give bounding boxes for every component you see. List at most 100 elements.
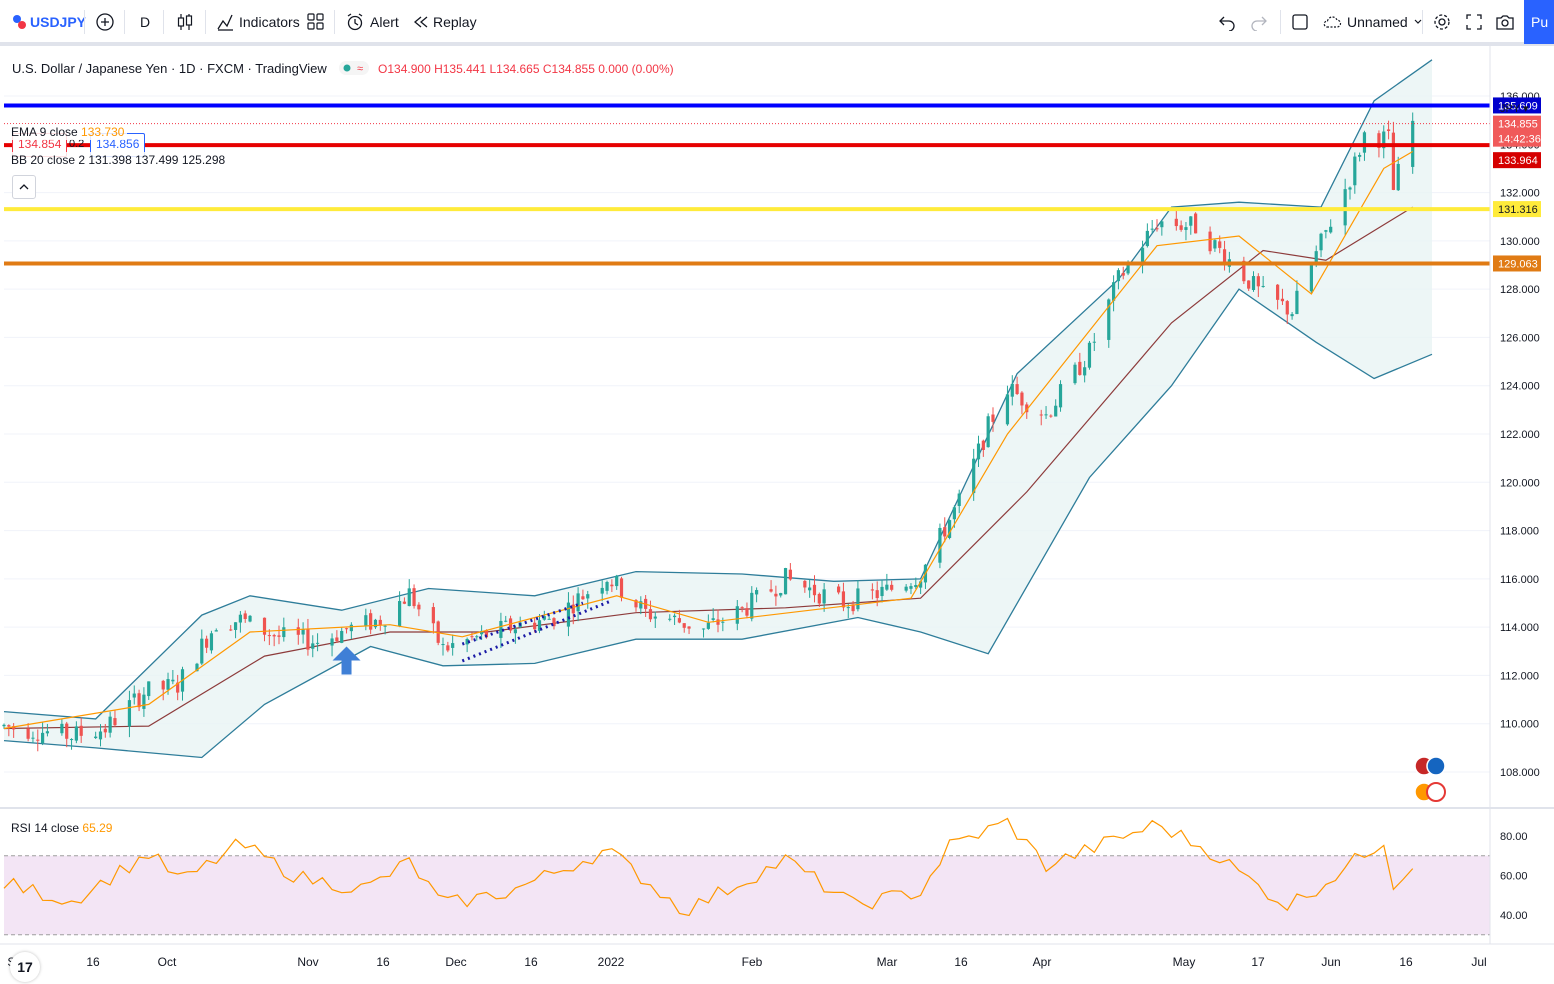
rewind-icon [413,16,428,28]
yellow-level-tag-text: 131.316 [1498,204,1538,216]
chart-canvas[interactable]: 136.000134.000132.000130.000128.000126.0… [0,46,1554,984]
rsi-value: 65.29 [82,821,113,835]
price-tick-label: 112.000 [1500,670,1539,682]
candle-body [571,604,575,614]
collapse-legend-button[interactable] [12,175,36,199]
candle-body [1189,216,1193,226]
candle-body [735,606,739,624]
fullscreen-button[interactable] [1465,0,1483,44]
candle-body [610,584,614,587]
candle-body [1044,414,1048,416]
time-tick-label: 16 [376,955,390,969]
candle-body [383,625,387,627]
candle-body [1276,284,1280,300]
snapshot-button[interactable] [1495,0,1515,44]
candle-body [1309,264,1313,292]
undo-button[interactable] [1218,0,1236,44]
replay-button[interactable]: Replay [413,0,477,44]
candle-body [272,635,276,637]
candle-body [547,618,551,620]
legend-row: U.S. Dollar / Japanese Yen · 1D · FXCM ·… [12,60,674,79]
fullscreen-icon [1466,14,1482,30]
alert-button[interactable]: Alert [345,0,399,44]
select-layout-checkbox[interactable] [1291,0,1309,44]
candle-body [397,601,402,627]
candle-body [470,636,474,638]
chart-type-button[interactable] [175,0,195,44]
candle-body [132,693,136,698]
time-tick-label: 16 [86,955,100,969]
candle-body [65,723,69,739]
tv-logo-icon: 17 [17,959,33,975]
publish-button[interactable]: Pu [1524,0,1554,44]
square-icon [1292,14,1308,30]
compare-symbol-button[interactable] [94,0,116,44]
candle-body [1083,367,1087,376]
candle-body [1314,251,1318,266]
currency-selector[interactable]: JPY ▾ [1500,103,1529,115]
candle-body [1078,361,1082,375]
candles-icon [177,14,193,30]
candle-body [74,726,78,741]
symbol-search[interactable]: USDJPY [12,0,86,44]
rsi-legend[interactable]: RSI 14 close 65.29 [8,820,116,836]
candle-body [947,520,952,538]
candle-body [436,621,440,643]
candle-body [904,586,908,591]
ema-legend[interactable]: EMA 9 close 133.730 [8,124,128,140]
redo-button[interactable] [1250,0,1268,44]
candle-body [817,593,821,604]
candle-body [127,700,132,727]
bb-values: 131.398 137.499 125.298 [88,153,226,167]
candle-body [1382,131,1386,149]
candle-body [1261,285,1265,287]
indicators-button[interactable]: Indicators [216,0,300,44]
layout-name: Unnamed [1347,14,1408,30]
candle-body [137,693,141,708]
candle-body [1058,384,1063,408]
candle-body [783,568,788,595]
price-tick-label: 132.000 [1500,188,1540,200]
layout-name-button[interactable]: Unnamed [1322,0,1423,44]
interval-button[interactable]: D [140,0,150,44]
candle-body [1020,392,1024,406]
ohlc-values: O134.900 H135.441 L134.665 C134.855 0.00… [378,61,674,76]
candle-body [711,618,715,620]
settings-button[interactable] [1432,0,1452,44]
tradingview-logo[interactable]: 17 [10,952,40,982]
bb-label: BB 20 close 2 [11,153,86,167]
candle-body [1049,415,1053,417]
candle-body [513,629,517,634]
candle-body [1295,290,1299,315]
bb-legend[interactable]: BB 20 close 2 131.398 137.499 125.298 [8,152,229,168]
countdown-tag-bg [1493,130,1541,147]
candle-body [952,507,956,520]
bb-lower-line [3,288,1433,759]
candle-body [542,616,546,620]
candle-body [1348,187,1352,190]
candle-body [349,624,353,632]
candle-body [248,615,252,622]
blue-level-tag-bg [1493,97,1541,114]
price-tick-label: 124.000 [1500,381,1540,393]
candle-body [856,588,860,610]
candle-body [779,593,783,596]
candle-body [1174,218,1178,227]
templates-button[interactable] [306,0,326,44]
candle-body [171,679,175,682]
candle-body [1213,240,1217,249]
candle-body [803,580,807,588]
candle-body [200,638,204,664]
candle-body [238,614,242,623]
chart-area[interactable]: 136.000134.000132.000130.000128.000126.0… [0,46,1554,984]
candle-body [841,591,846,608]
last-price-tag-text: 134.855 [1498,119,1538,131]
candle-body [552,618,556,627]
up-arrow-annotation [332,646,361,675]
candle-body [808,587,812,591]
candle-body [1111,282,1116,301]
alarm-clock-icon [347,13,363,31]
jp-event-flag-icon [1426,782,1446,802]
candle-body [721,621,725,623]
time-tick-label: 16 [1399,955,1413,969]
